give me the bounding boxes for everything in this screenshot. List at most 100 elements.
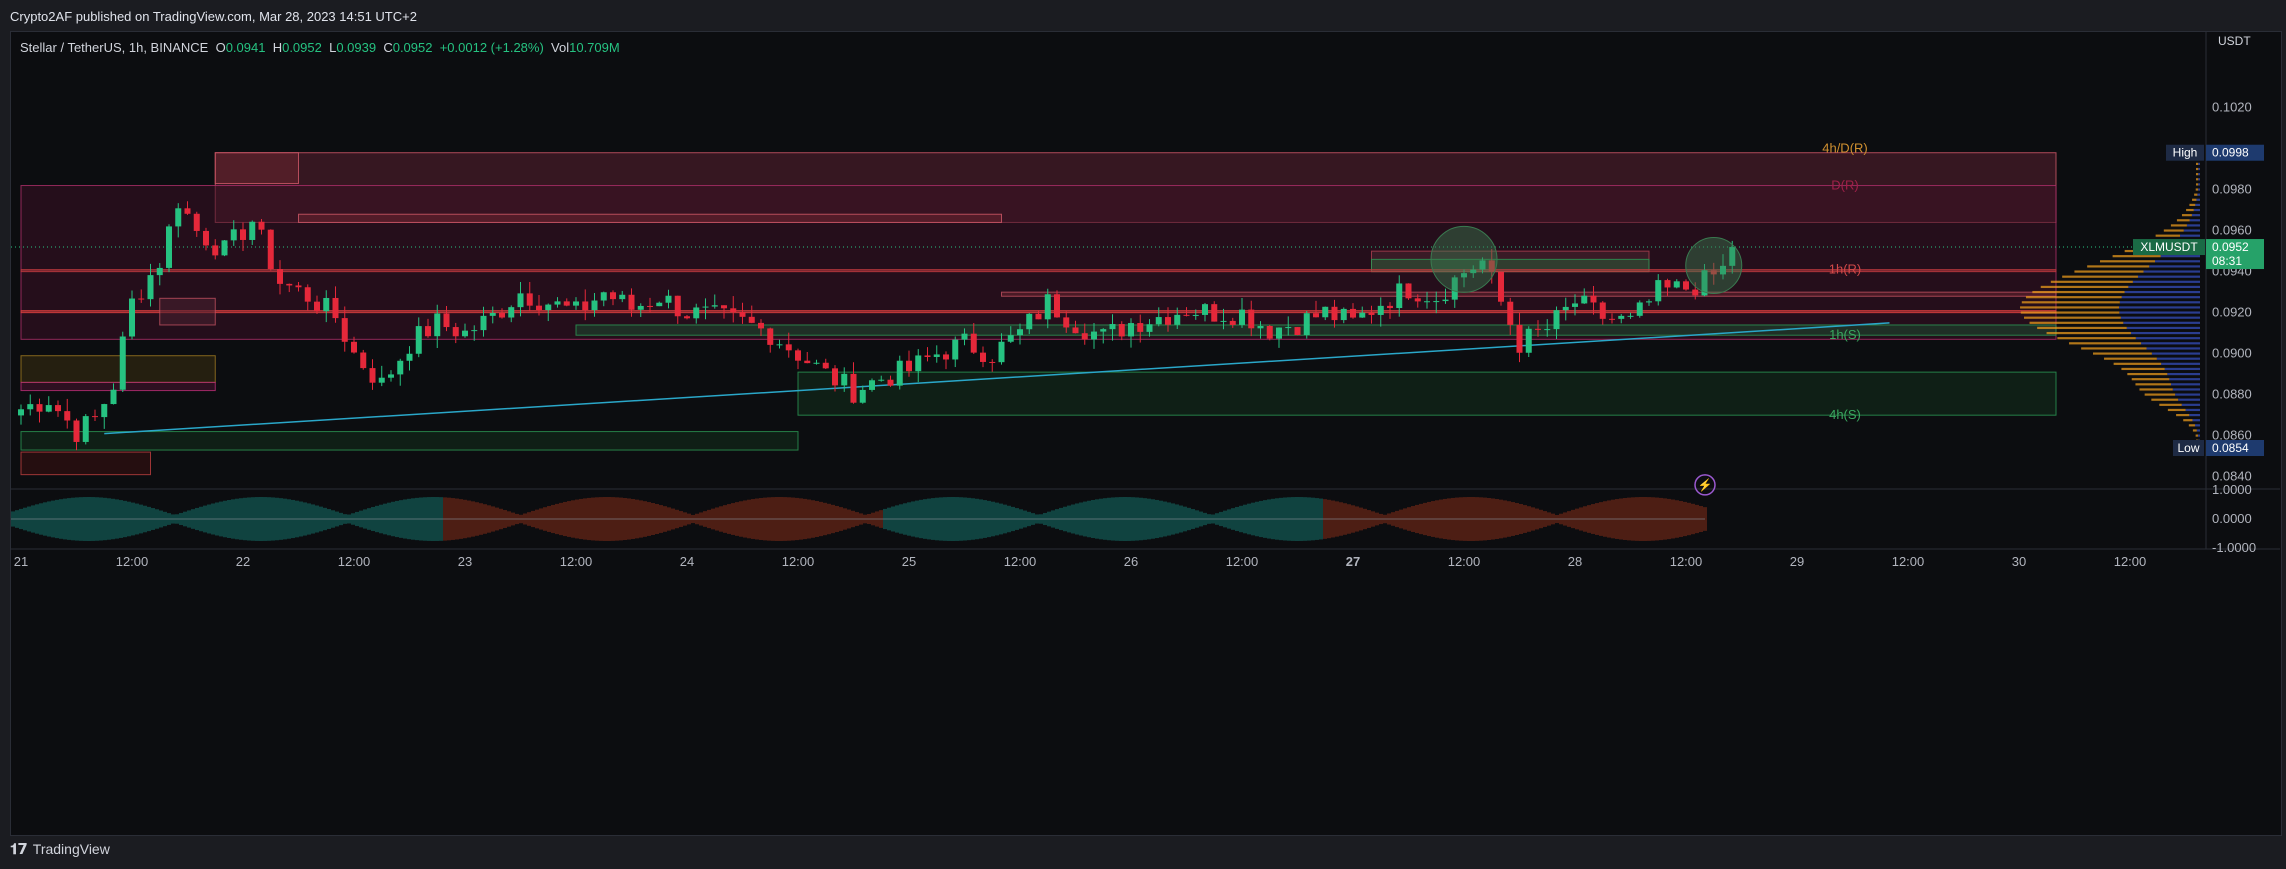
candle[interactable] [1109,324,1116,330]
candle[interactable] [129,298,135,337]
candle[interactable] [508,307,515,318]
candle[interactable] [45,405,52,412]
candle[interactable] [517,293,524,308]
candle[interactable] [434,313,441,337]
candle[interactable] [1710,270,1717,275]
candle[interactable] [1276,327,1282,339]
candle[interactable] [1359,312,1366,318]
candle[interactable] [471,330,478,332]
candle[interactable] [18,409,24,416]
candle[interactable] [1572,303,1578,307]
candle[interactable] [952,339,959,360]
candle[interactable] [1405,283,1412,299]
candle[interactable] [1507,301,1514,325]
candle[interactable] [267,229,274,270]
candle[interactable] [1063,317,1070,328]
candle[interactable] [859,389,866,403]
candle[interactable] [175,208,182,227]
candle[interactable] [1340,308,1347,321]
candle[interactable] [943,354,949,360]
candle[interactable] [138,298,145,300]
candle[interactable] [489,313,496,316]
candle[interactable] [1590,295,1597,303]
candle[interactable] [258,221,265,230]
candle[interactable] [813,362,820,364]
candle[interactable] [369,368,376,383]
trendline[interactable] [104,322,1890,435]
price-chart[interactable]: ⚡ 4h/D(R) D(R) 1h(R) 1h(S) 4h(S) USDT 0.0840 0.0… [0,31,2286,835]
candle[interactable] [1313,313,1319,318]
candle[interactable] [1183,314,1190,316]
candle[interactable] [212,245,219,256]
candle[interactable] [1035,313,1042,320]
candle[interactable] [693,307,700,319]
candle[interactable] [1433,301,1440,303]
candle[interactable] [221,240,228,256]
candle[interactable] [36,404,43,412]
candle[interactable] [711,305,718,307]
candle[interactable] [397,360,404,375]
candle[interactable] [832,368,838,386]
replay-bolt-icon[interactable] [1694,474,1716,496]
candle[interactable] [637,305,644,310]
candle[interactable] [1470,269,1477,274]
candle[interactable] [1128,323,1134,337]
candle[interactable] [1729,247,1736,266]
candle[interactable] [1618,315,1625,319]
candle[interactable] [600,292,607,301]
candle[interactable] [582,301,589,311]
candle[interactable] [240,229,246,240]
candle[interactable] [1248,309,1255,329]
candle[interactable] [351,341,357,353]
candle[interactable] [748,316,755,323]
candle[interactable] [656,302,663,307]
candle[interactable] [1211,304,1218,322]
candle[interactable] [1488,260,1495,272]
candle[interactable] [628,294,635,310]
candle[interactable] [110,389,117,405]
candle[interactable] [1100,329,1107,332]
candle[interactable] [452,327,459,337]
candle[interactable] [619,294,626,300]
candle[interactable] [1683,281,1689,290]
candle[interactable] [304,287,311,302]
candle[interactable] [1239,309,1245,325]
candle[interactable] [55,405,61,412]
candle[interactable] [1414,298,1421,302]
candle[interactable] [1627,315,1634,317]
candle[interactable] [906,360,912,372]
candle[interactable] [896,360,903,386]
candle[interactable] [73,420,80,442]
candle[interactable] [1054,294,1060,318]
candle[interactable] [286,283,293,286]
candle[interactable] [758,322,764,329]
candle[interactable] [1257,325,1264,329]
candle[interactable] [277,269,283,284]
candle[interactable] [989,361,996,363]
candle[interactable] [166,226,172,268]
candle[interactable] [924,355,931,357]
candle[interactable] [822,362,829,369]
candle[interactable] [933,354,940,357]
candle[interactable] [591,300,598,311]
candle[interactable] [1017,329,1023,336]
candle[interactable] [536,305,542,311]
candle[interactable] [1091,331,1097,340]
candle[interactable] [184,208,191,214]
candle[interactable] [1192,314,1199,316]
candle[interactable] [721,305,727,309]
candle[interactable] [1155,317,1162,325]
candle[interactable] [193,213,200,231]
candle[interactable] [1451,277,1458,300]
candle[interactable] [1266,325,1273,339]
candle[interactable] [1396,283,1403,309]
candle[interactable] [1387,305,1393,309]
candle[interactable] [1479,260,1486,270]
candle[interactable] [249,221,256,240]
candle[interactable] [526,293,533,306]
candle[interactable] [1081,333,1088,340]
candle[interactable] [499,313,505,318]
candle[interactable] [776,344,783,346]
candle[interactable] [1072,327,1079,334]
candle[interactable] [388,374,394,378]
